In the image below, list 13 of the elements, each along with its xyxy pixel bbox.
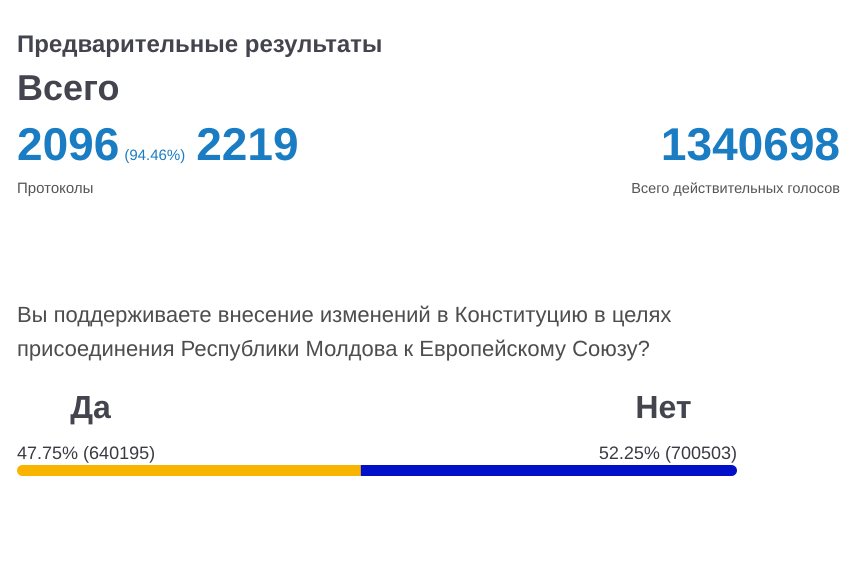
text: (94.46%) <box>124 147 186 164</box>
chart-subtitle: Всего <box>17 66 120 108</box>
series-label: Да <box>70 389 111 425</box>
text: Всего действительных голосов <box>631 180 840 197</box>
series-label: Нет <box>635 389 692 425</box>
text: 2096 <box>17 118 120 170</box>
text: Вы поддерживаете внесение изменений в Конституцию в целях присоединения Республики Молдова к Европейскому Союзу? <box>17 301 672 363</box>
data-label: 47.75% (640195) <box>17 443 156 463</box>
text: 1340698 <box>660 118 840 170</box>
text: Протоколы <box>17 180 94 198</box>
data-label: 52.25% (700503) <box>598 443 737 463</box>
chart-title: Предварительные результаты <box>17 30 382 58</box>
text: 2219 <box>196 118 299 170</box>
